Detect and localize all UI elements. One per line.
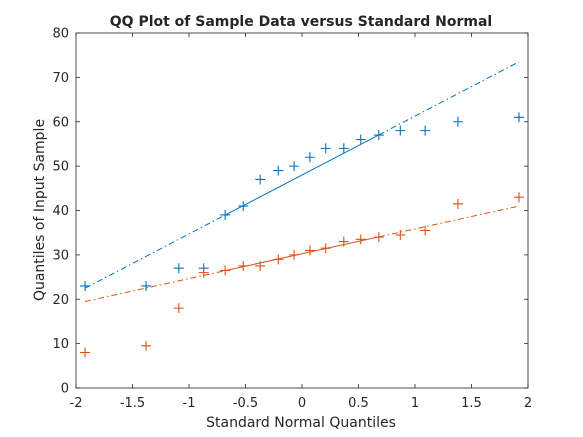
y-axis-label: Quantiles of Input Sample bbox=[32, 119, 48, 301]
data-point-series-2 bbox=[452, 198, 463, 209]
data-point-series-2 bbox=[80, 347, 91, 358]
data-point-series-2 bbox=[355, 234, 366, 245]
axes-box bbox=[75, 32, 529, 389]
data-point-series-2 bbox=[304, 245, 315, 256]
y-tick-label: 0 bbox=[61, 382, 69, 397]
fit-line-extension-upper bbox=[378, 205, 520, 238]
data-point-series-2 bbox=[289, 249, 300, 260]
x-tick-label: -2 bbox=[70, 396, 83, 411]
x-tick-label: 1 bbox=[411, 396, 419, 411]
data-point-series-2 bbox=[238, 260, 249, 271]
data-point-series-2 bbox=[320, 243, 331, 254]
x-tick-label: 1.5 bbox=[461, 396, 482, 411]
y-tick-label: 80 bbox=[52, 27, 69, 42]
data-point-series-1 bbox=[141, 280, 152, 291]
data-point-series-1 bbox=[304, 152, 315, 163]
x-tick-label: 0.5 bbox=[348, 396, 369, 411]
y-tick-label: 40 bbox=[52, 204, 69, 219]
data-point-series-2 bbox=[338, 236, 349, 247]
data-point-series-1 bbox=[238, 201, 249, 212]
fit-line-solid bbox=[224, 134, 380, 216]
x-tick-label: 0 bbox=[298, 396, 306, 411]
data-point-series-2 bbox=[395, 229, 406, 240]
x-axis-label: Standard Normal Quantiles bbox=[206, 415, 396, 431]
data-point-series-1 bbox=[355, 134, 366, 145]
data-point-series-2 bbox=[220, 265, 231, 276]
y-tick-label: 20 bbox=[52, 293, 69, 308]
data-point-series-2 bbox=[173, 303, 184, 314]
data-point-series-2 bbox=[255, 260, 266, 271]
data-point-series-1 bbox=[173, 263, 184, 274]
y-tick-label: 60 bbox=[52, 115, 69, 130]
x-tick-label: -1.5 bbox=[120, 396, 145, 411]
y-tick-label: 50 bbox=[52, 160, 69, 175]
x-tick-label: -0.5 bbox=[233, 396, 258, 411]
data-point-series-2 bbox=[373, 232, 384, 243]
y-tick-label: 10 bbox=[52, 337, 69, 352]
data-point-series-1 bbox=[255, 174, 266, 185]
data-point-series-1 bbox=[320, 143, 331, 154]
data-point-series-1 bbox=[395, 125, 406, 136]
fit-line-extension-upper bbox=[378, 61, 520, 136]
data-point-series-2 bbox=[513, 192, 524, 203]
fit-line-extension-lower bbox=[84, 214, 226, 289]
fit-line-solid bbox=[225, 236, 379, 272]
data-point-series-1 bbox=[373, 130, 384, 141]
data-point-series-2 bbox=[273, 254, 284, 265]
y-tick-label: 30 bbox=[52, 248, 69, 263]
data-point-series-1 bbox=[80, 280, 91, 291]
data-point-series-1 bbox=[513, 112, 524, 123]
data-point-series-2 bbox=[198, 267, 209, 278]
y-tick-label: 70 bbox=[52, 71, 69, 86]
chart-title: QQ Plot of Sample Data versus Standard N… bbox=[110, 14, 492, 30]
data-point-series-1 bbox=[289, 161, 300, 172]
data-point-series-1 bbox=[273, 165, 284, 176]
fit-line-extension-lower bbox=[84, 270, 226, 302]
data-point-series-1 bbox=[452, 116, 463, 127]
x-tick-label: 2 bbox=[524, 396, 532, 411]
x-tick-label: -1 bbox=[183, 396, 196, 411]
data-point-series-1 bbox=[338, 143, 349, 154]
data-point-series-2 bbox=[141, 340, 152, 351]
data-point-series-2 bbox=[420, 225, 431, 236]
data-point-series-1 bbox=[420, 125, 431, 136]
data-point-series-1 bbox=[220, 209, 231, 220]
